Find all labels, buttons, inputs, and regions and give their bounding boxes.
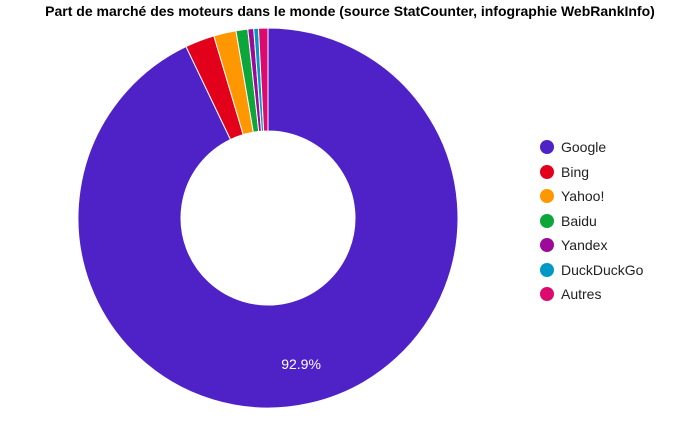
legend-swatch xyxy=(540,238,554,253)
legend-swatch xyxy=(540,164,554,179)
legend-swatch xyxy=(540,140,554,155)
chart-legend: Google Bing Yahoo! Baidu Yandex DuckDuckGo Aut… xyxy=(540,135,643,307)
slice-google[interactable] xyxy=(77,27,459,409)
legend-item-yandex[interactable]: Yandex xyxy=(540,233,643,258)
slice-label-google: 92.9% xyxy=(281,356,321,372)
slice-labels: 92.9% xyxy=(281,356,321,372)
slice-autres[interactable] xyxy=(257,27,269,132)
legend-item-autres[interactable]: Autres xyxy=(540,282,643,307)
legend-swatch xyxy=(540,213,554,228)
legend-item-google[interactable]: Google xyxy=(540,135,643,160)
legend-item-baidu[interactable]: Baidu xyxy=(540,209,643,234)
legend-label: Autres xyxy=(561,286,602,303)
chart-title: Part de marché des moteurs dans le monde… xyxy=(45,3,655,19)
legend-label: Yahoo! xyxy=(561,188,605,205)
donut-slices xyxy=(77,27,459,409)
legend-label: Bing xyxy=(561,163,590,180)
legend-label: DuckDuckGo xyxy=(561,261,644,278)
legend-swatch xyxy=(540,262,554,277)
legend-label: Google xyxy=(561,139,607,156)
legend-swatch xyxy=(540,287,554,302)
legend-item-duckduckgo[interactable]: DuckDuckGo xyxy=(540,258,643,283)
legend-item-yahoo[interactable]: Yahoo! xyxy=(540,184,643,209)
legend-label: Yandex xyxy=(561,237,608,254)
legend-item-bing[interactable]: Bing xyxy=(540,160,643,185)
legend-swatch xyxy=(540,189,554,204)
legend-label: Baidu xyxy=(561,212,597,229)
